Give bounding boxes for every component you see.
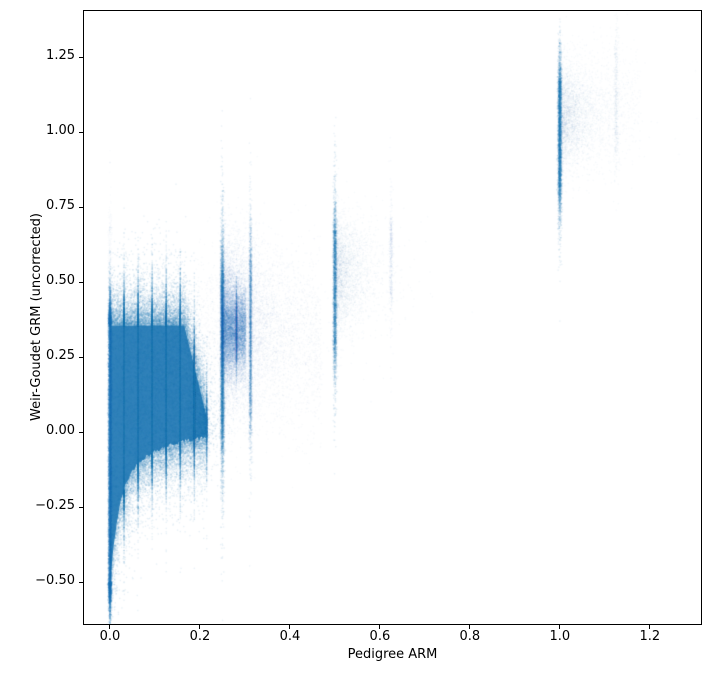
x-tick-label: 0.4 bbox=[279, 629, 301, 644]
x-tick-label: 1.2 bbox=[639, 629, 661, 644]
x-tick-label: 0.6 bbox=[369, 629, 391, 644]
y-tick-label: 1.25 bbox=[46, 47, 75, 63]
y-tick-mark bbox=[79, 131, 83, 133]
x-tick-mark bbox=[649, 625, 651, 629]
y-tick-mark bbox=[79, 206, 83, 208]
x-tick-mark bbox=[109, 625, 111, 629]
y-tick-label: −0.50 bbox=[35, 572, 75, 588]
y-tick-mark bbox=[79, 281, 83, 283]
y-tick-label: 0.25 bbox=[46, 347, 75, 363]
x-tick-mark bbox=[289, 625, 291, 629]
y-tick-mark bbox=[79, 506, 83, 508]
y-tick-mark bbox=[79, 356, 83, 358]
y-tick-label: 0.50 bbox=[46, 272, 75, 288]
y-tick-label: 0.75 bbox=[46, 197, 75, 213]
x-tick-label: 1.0 bbox=[549, 629, 571, 644]
y-tick-mark bbox=[79, 581, 83, 583]
x-tick-mark bbox=[469, 625, 471, 629]
y-tick-label: −0.25 bbox=[35, 497, 75, 513]
y-tick-label: 0.00 bbox=[46, 422, 75, 438]
y-tick-label: 1.00 bbox=[46, 122, 75, 138]
x-tick-mark bbox=[559, 625, 561, 629]
x-axis-label: Pedigree ARM bbox=[347, 647, 438, 662]
scatter-canvas bbox=[83, 10, 702, 625]
x-tick-label: 0.2 bbox=[189, 629, 211, 644]
y-axis-label: Weir-Goudet GRM (uncorrected) bbox=[29, 213, 45, 421]
y-tick-mark bbox=[79, 431, 83, 433]
x-tick-mark bbox=[379, 625, 381, 629]
x-tick-label: 0.8 bbox=[459, 629, 481, 644]
x-tick-label: 0.0 bbox=[99, 629, 121, 644]
y-tick-mark bbox=[79, 56, 83, 58]
x-tick-mark bbox=[199, 625, 201, 629]
